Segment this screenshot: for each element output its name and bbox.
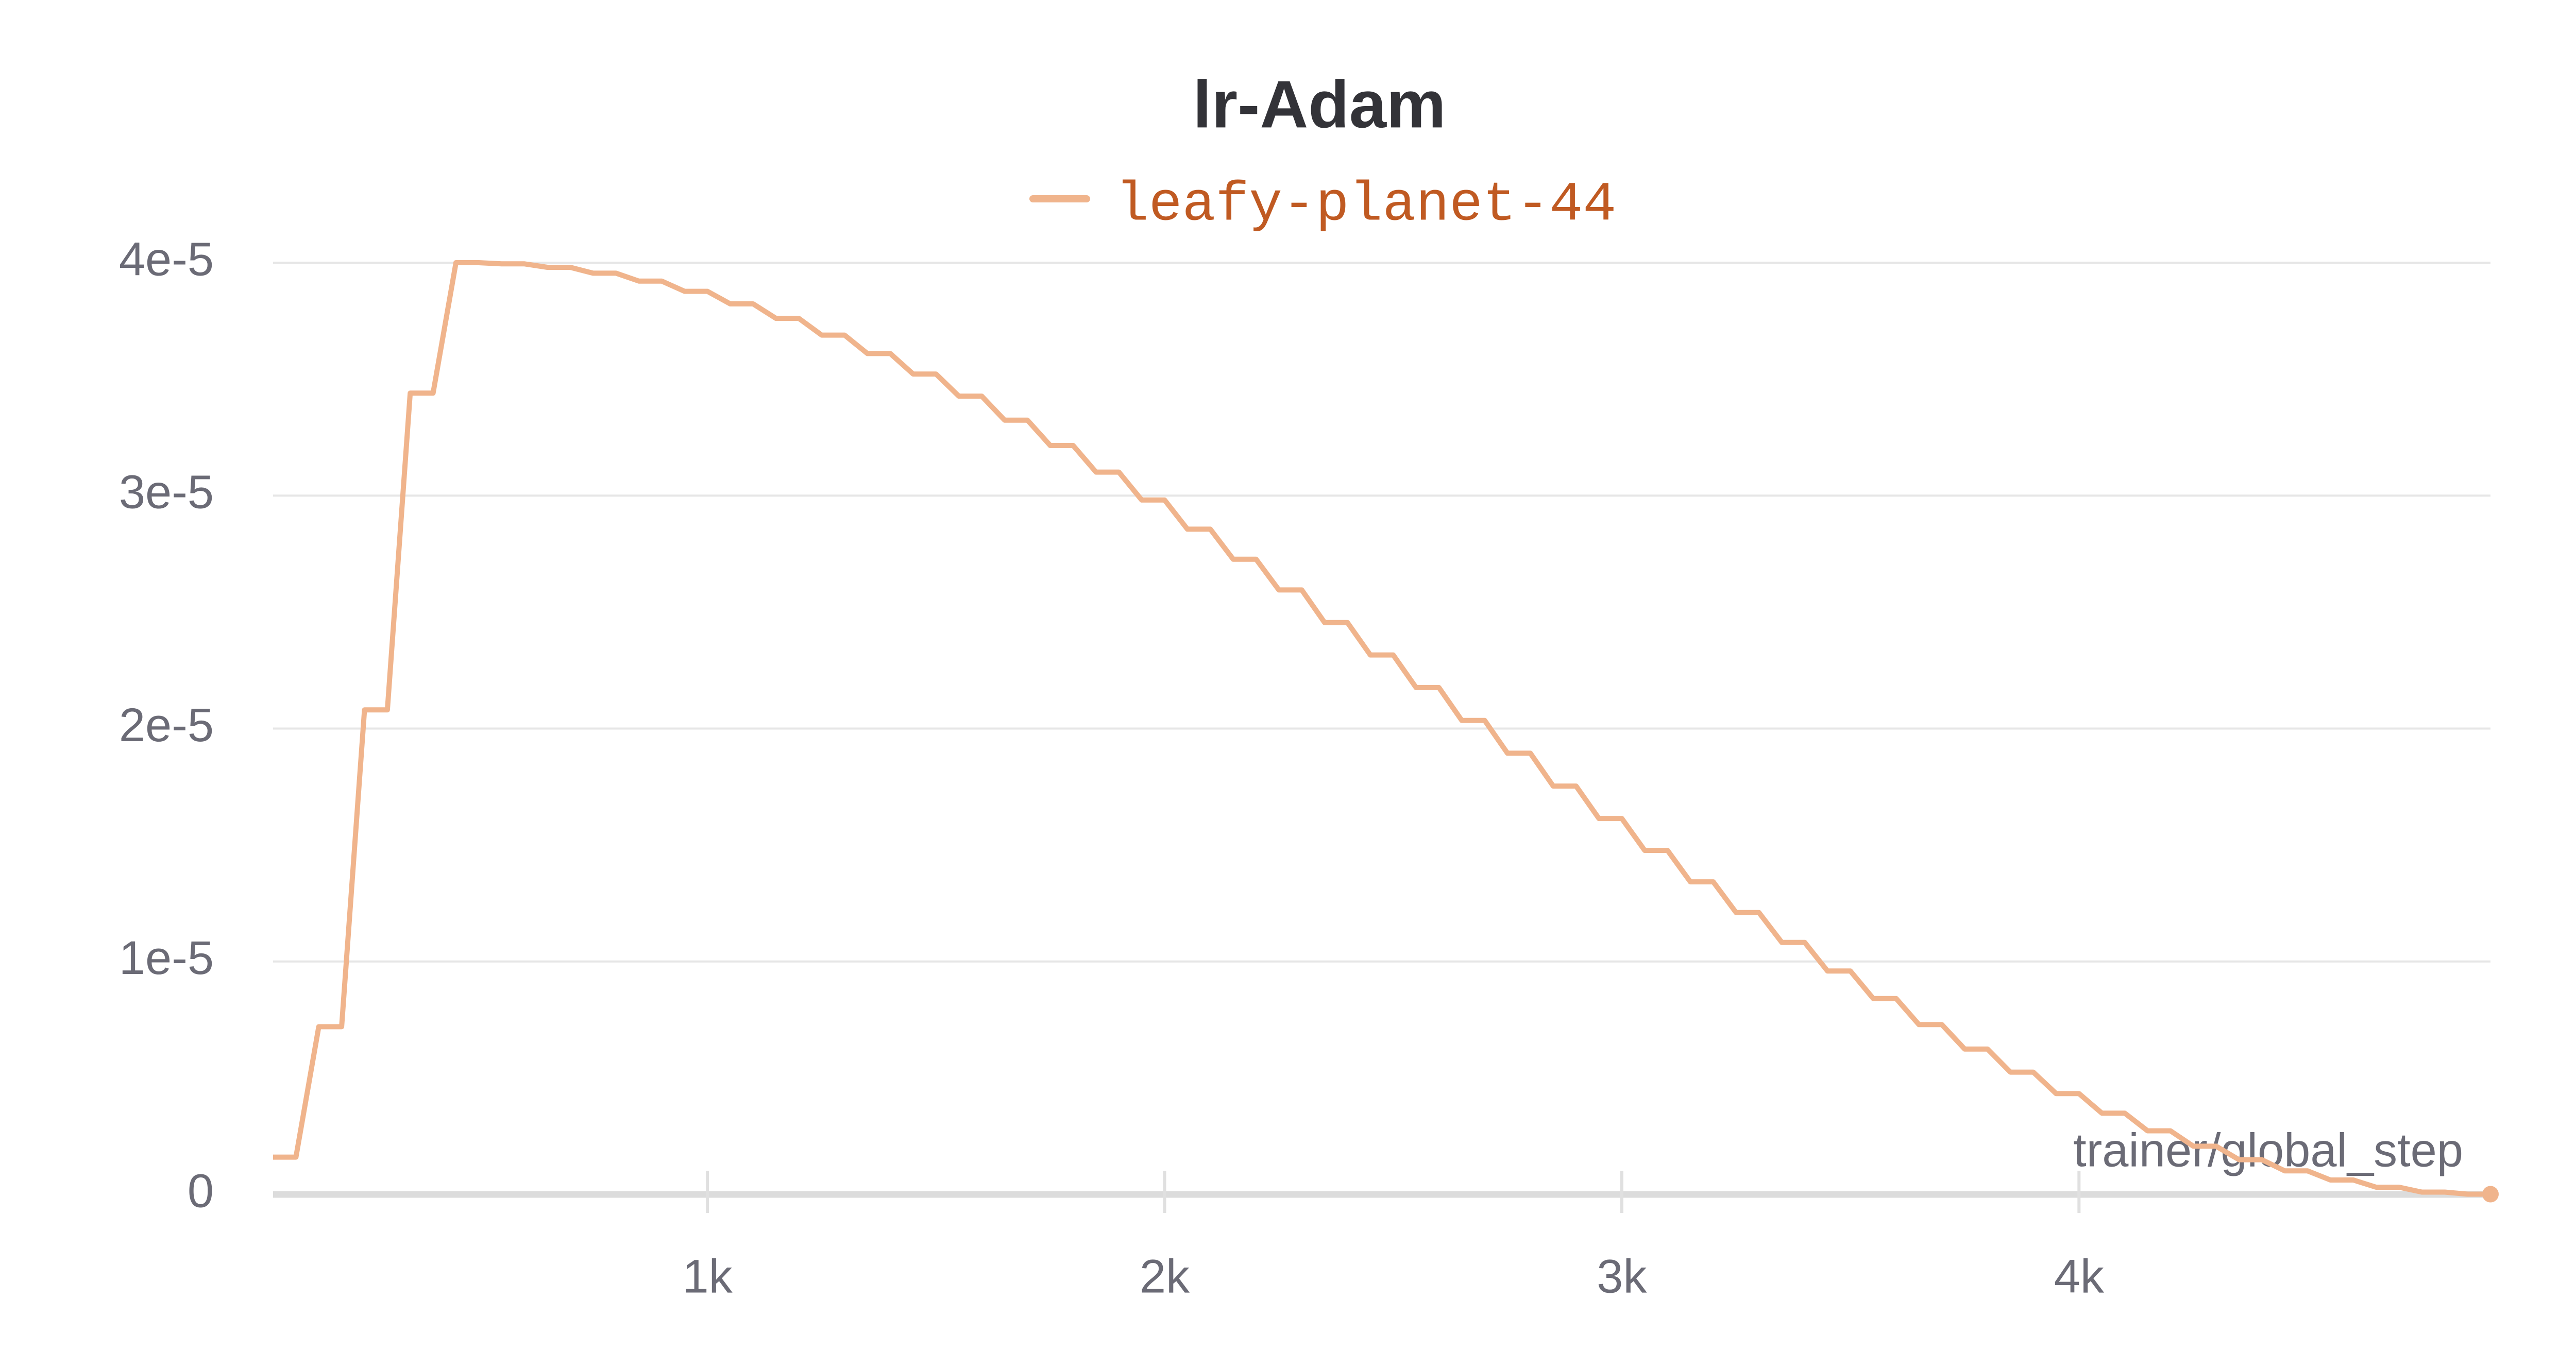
chart-title: lr-Adam [1193, 66, 1446, 142]
x-tick-label: 4k [2054, 1250, 2105, 1303]
end-point [2482, 1186, 2499, 1203]
x-tick-label: 2k [1140, 1250, 1190, 1303]
legend-label: leafy-planet-44 [1115, 174, 1616, 237]
y-tick-label: 2e-5 [119, 699, 214, 751]
y-tick-label: 0 [188, 1165, 214, 1217]
y-tick-label: 4e-5 [119, 233, 214, 285]
y-tick-label: 3e-5 [119, 466, 214, 519]
y-tick-label: 1e-5 [119, 932, 214, 984]
x-tick-label: 1k [682, 1250, 733, 1303]
series-line [273, 260, 2490, 1197]
x-axis-label: trainer/global_step [2073, 1124, 2463, 1176]
x-tick-label: 3k [1597, 1250, 1647, 1303]
